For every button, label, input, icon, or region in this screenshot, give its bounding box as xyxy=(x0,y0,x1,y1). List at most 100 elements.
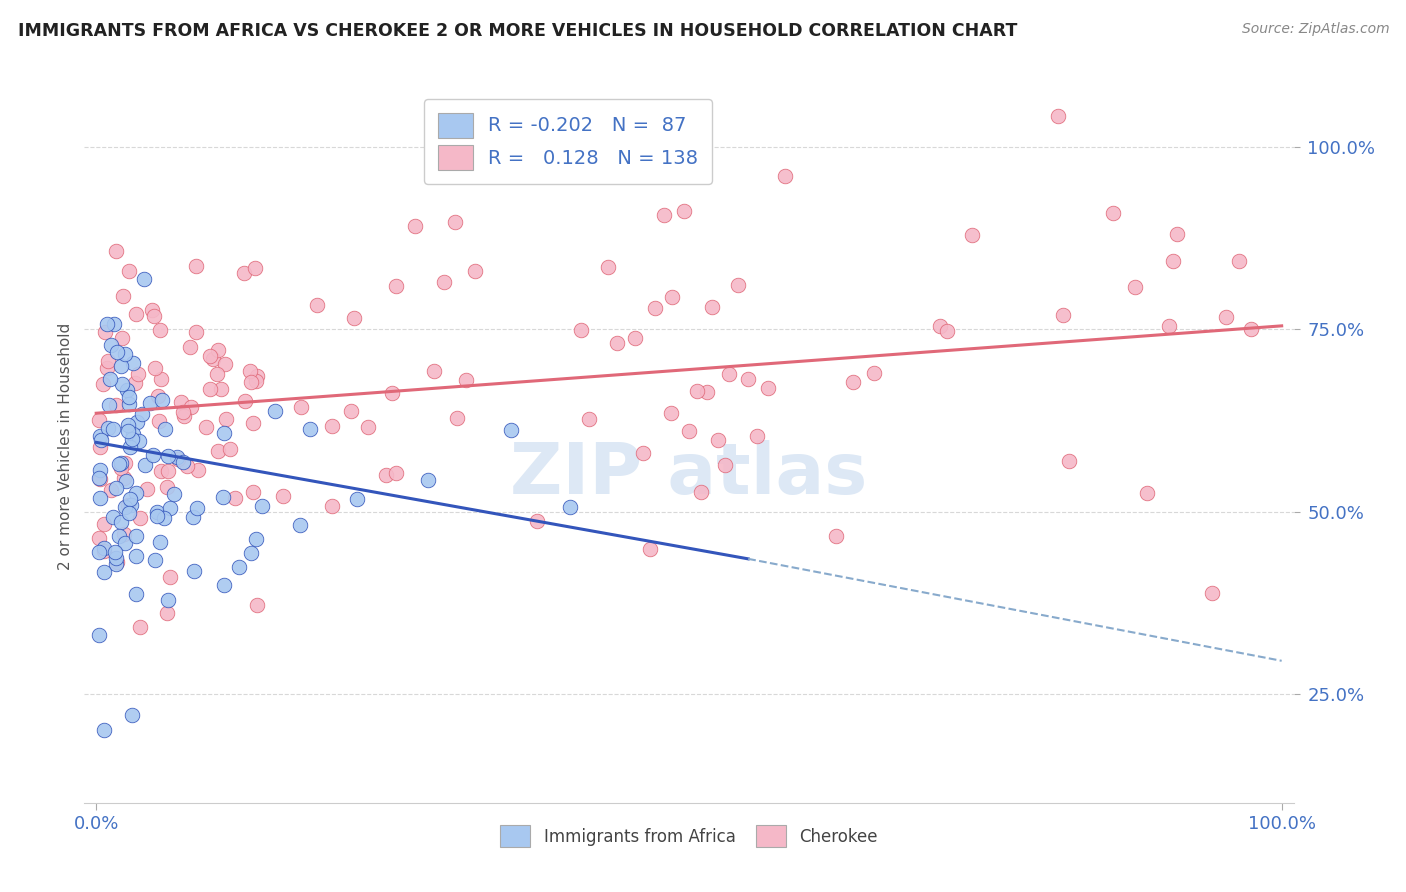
Point xyxy=(149,323,172,337)
Point xyxy=(240,375,263,389)
Point xyxy=(91,376,114,391)
Point xyxy=(149,464,172,478)
Point xyxy=(644,301,666,316)
Point xyxy=(423,364,446,378)
Point xyxy=(194,420,217,434)
Point xyxy=(246,368,269,383)
Point xyxy=(115,475,138,489)
Point xyxy=(184,325,207,339)
Point xyxy=(696,384,718,399)
Point xyxy=(157,592,180,607)
Point xyxy=(124,307,146,321)
Point xyxy=(290,401,312,415)
Point xyxy=(935,324,957,338)
Point xyxy=(718,368,741,382)
Point xyxy=(143,309,166,323)
Point xyxy=(110,456,132,470)
Point xyxy=(117,418,139,433)
Point xyxy=(124,376,146,390)
Point xyxy=(118,397,141,411)
Point xyxy=(686,384,709,398)
Point xyxy=(114,536,136,550)
Point xyxy=(357,419,380,434)
Point xyxy=(110,359,132,374)
Point xyxy=(526,514,548,528)
Point xyxy=(89,491,111,506)
Point xyxy=(960,227,983,242)
Point xyxy=(183,564,205,578)
Point xyxy=(264,404,287,418)
Point xyxy=(186,500,208,515)
Point xyxy=(1052,308,1074,322)
Point xyxy=(125,587,148,601)
Point xyxy=(207,343,229,358)
Point xyxy=(87,471,110,485)
Point xyxy=(233,393,256,408)
Point xyxy=(170,395,193,409)
Point xyxy=(121,433,143,447)
Point xyxy=(100,337,122,351)
Point xyxy=(127,415,149,429)
Point xyxy=(187,463,209,477)
Point xyxy=(167,452,190,467)
Point xyxy=(110,515,132,529)
Point xyxy=(163,487,186,501)
Point xyxy=(862,366,884,380)
Point xyxy=(343,310,366,325)
Point xyxy=(578,412,600,426)
Point xyxy=(747,428,769,442)
Point xyxy=(114,456,136,470)
Point xyxy=(661,290,683,304)
Point xyxy=(149,535,172,549)
Point xyxy=(157,464,180,478)
Point xyxy=(93,543,115,558)
Point xyxy=(1101,205,1123,219)
Point xyxy=(321,419,343,434)
Point xyxy=(98,372,121,386)
Point xyxy=(122,427,145,442)
Point xyxy=(93,541,115,555)
Point xyxy=(104,545,127,559)
Text: ZIP atlas: ZIP atlas xyxy=(510,440,868,509)
Point xyxy=(228,560,250,574)
Point xyxy=(242,484,264,499)
Point xyxy=(209,382,232,396)
Point xyxy=(173,409,195,423)
Point xyxy=(143,553,166,567)
Point xyxy=(107,458,129,472)
Point xyxy=(112,526,135,541)
Point xyxy=(1166,227,1188,241)
Point xyxy=(633,446,655,460)
Point xyxy=(103,318,125,332)
Point xyxy=(124,549,146,563)
Point xyxy=(148,414,170,428)
Point xyxy=(298,422,321,436)
Point xyxy=(224,491,246,505)
Point xyxy=(96,361,118,376)
Point xyxy=(446,410,468,425)
Point xyxy=(114,347,136,361)
Point xyxy=(560,500,582,515)
Y-axis label: 2 or more Vehicles in Household: 2 or more Vehicles in Household xyxy=(58,322,73,570)
Point xyxy=(120,491,142,506)
Point xyxy=(127,368,149,382)
Point xyxy=(117,498,139,512)
Point xyxy=(1123,280,1146,294)
Text: IMMIGRANTS FROM AFRICA VS CHEROKEE 2 OR MORE VEHICLES IN HOUSEHOLD CORRELATION C: IMMIGRANTS FROM AFRICA VS CHEROKEE 2 OR … xyxy=(18,22,1018,40)
Point xyxy=(418,473,440,487)
Point xyxy=(200,382,222,396)
Point xyxy=(146,389,169,403)
Point xyxy=(652,208,675,222)
Point xyxy=(756,381,779,395)
Point xyxy=(172,455,194,469)
Point xyxy=(1057,454,1080,468)
Point xyxy=(346,491,368,506)
Point xyxy=(107,555,129,569)
Point xyxy=(243,261,266,276)
Point xyxy=(118,264,141,278)
Point xyxy=(501,423,523,437)
Point xyxy=(118,506,141,520)
Point xyxy=(444,214,467,228)
Point xyxy=(125,529,148,543)
Point xyxy=(232,266,254,280)
